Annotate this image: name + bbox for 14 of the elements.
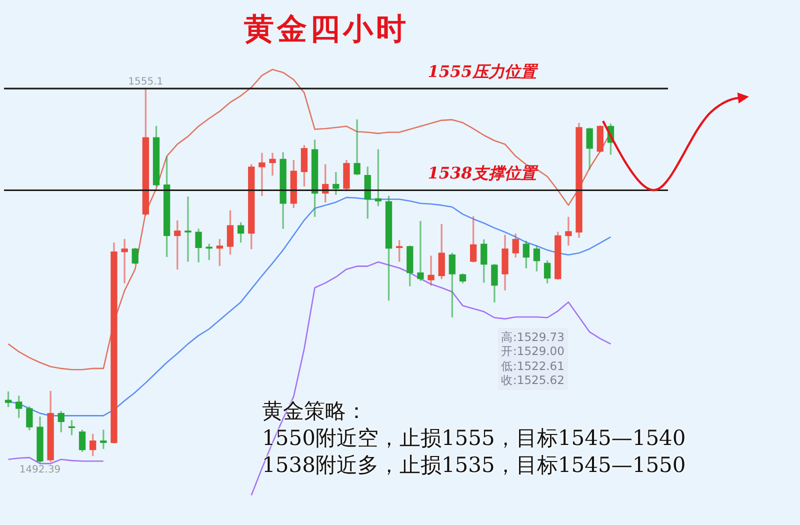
candlestick xyxy=(428,256,434,286)
annotation: 1555.1 xyxy=(128,76,164,88)
annotation: 高:1529.73 开:1529.00 低:1522.61 收:1525.62 xyxy=(501,330,564,388)
candlestick xyxy=(417,221,424,281)
chart-title: 黄金四小时 xyxy=(244,11,409,49)
ref-line-label: 1538支撑位置 xyxy=(428,163,538,182)
candlestick xyxy=(184,196,192,262)
ref-line-label: 1555压力位置 xyxy=(428,62,538,81)
annotation: 1492.39 xyxy=(19,464,61,476)
candlestick xyxy=(565,216,572,246)
candlestick xyxy=(269,152,276,176)
candlestick xyxy=(258,152,266,196)
candlestick xyxy=(354,119,360,176)
candlestick xyxy=(121,238,128,284)
